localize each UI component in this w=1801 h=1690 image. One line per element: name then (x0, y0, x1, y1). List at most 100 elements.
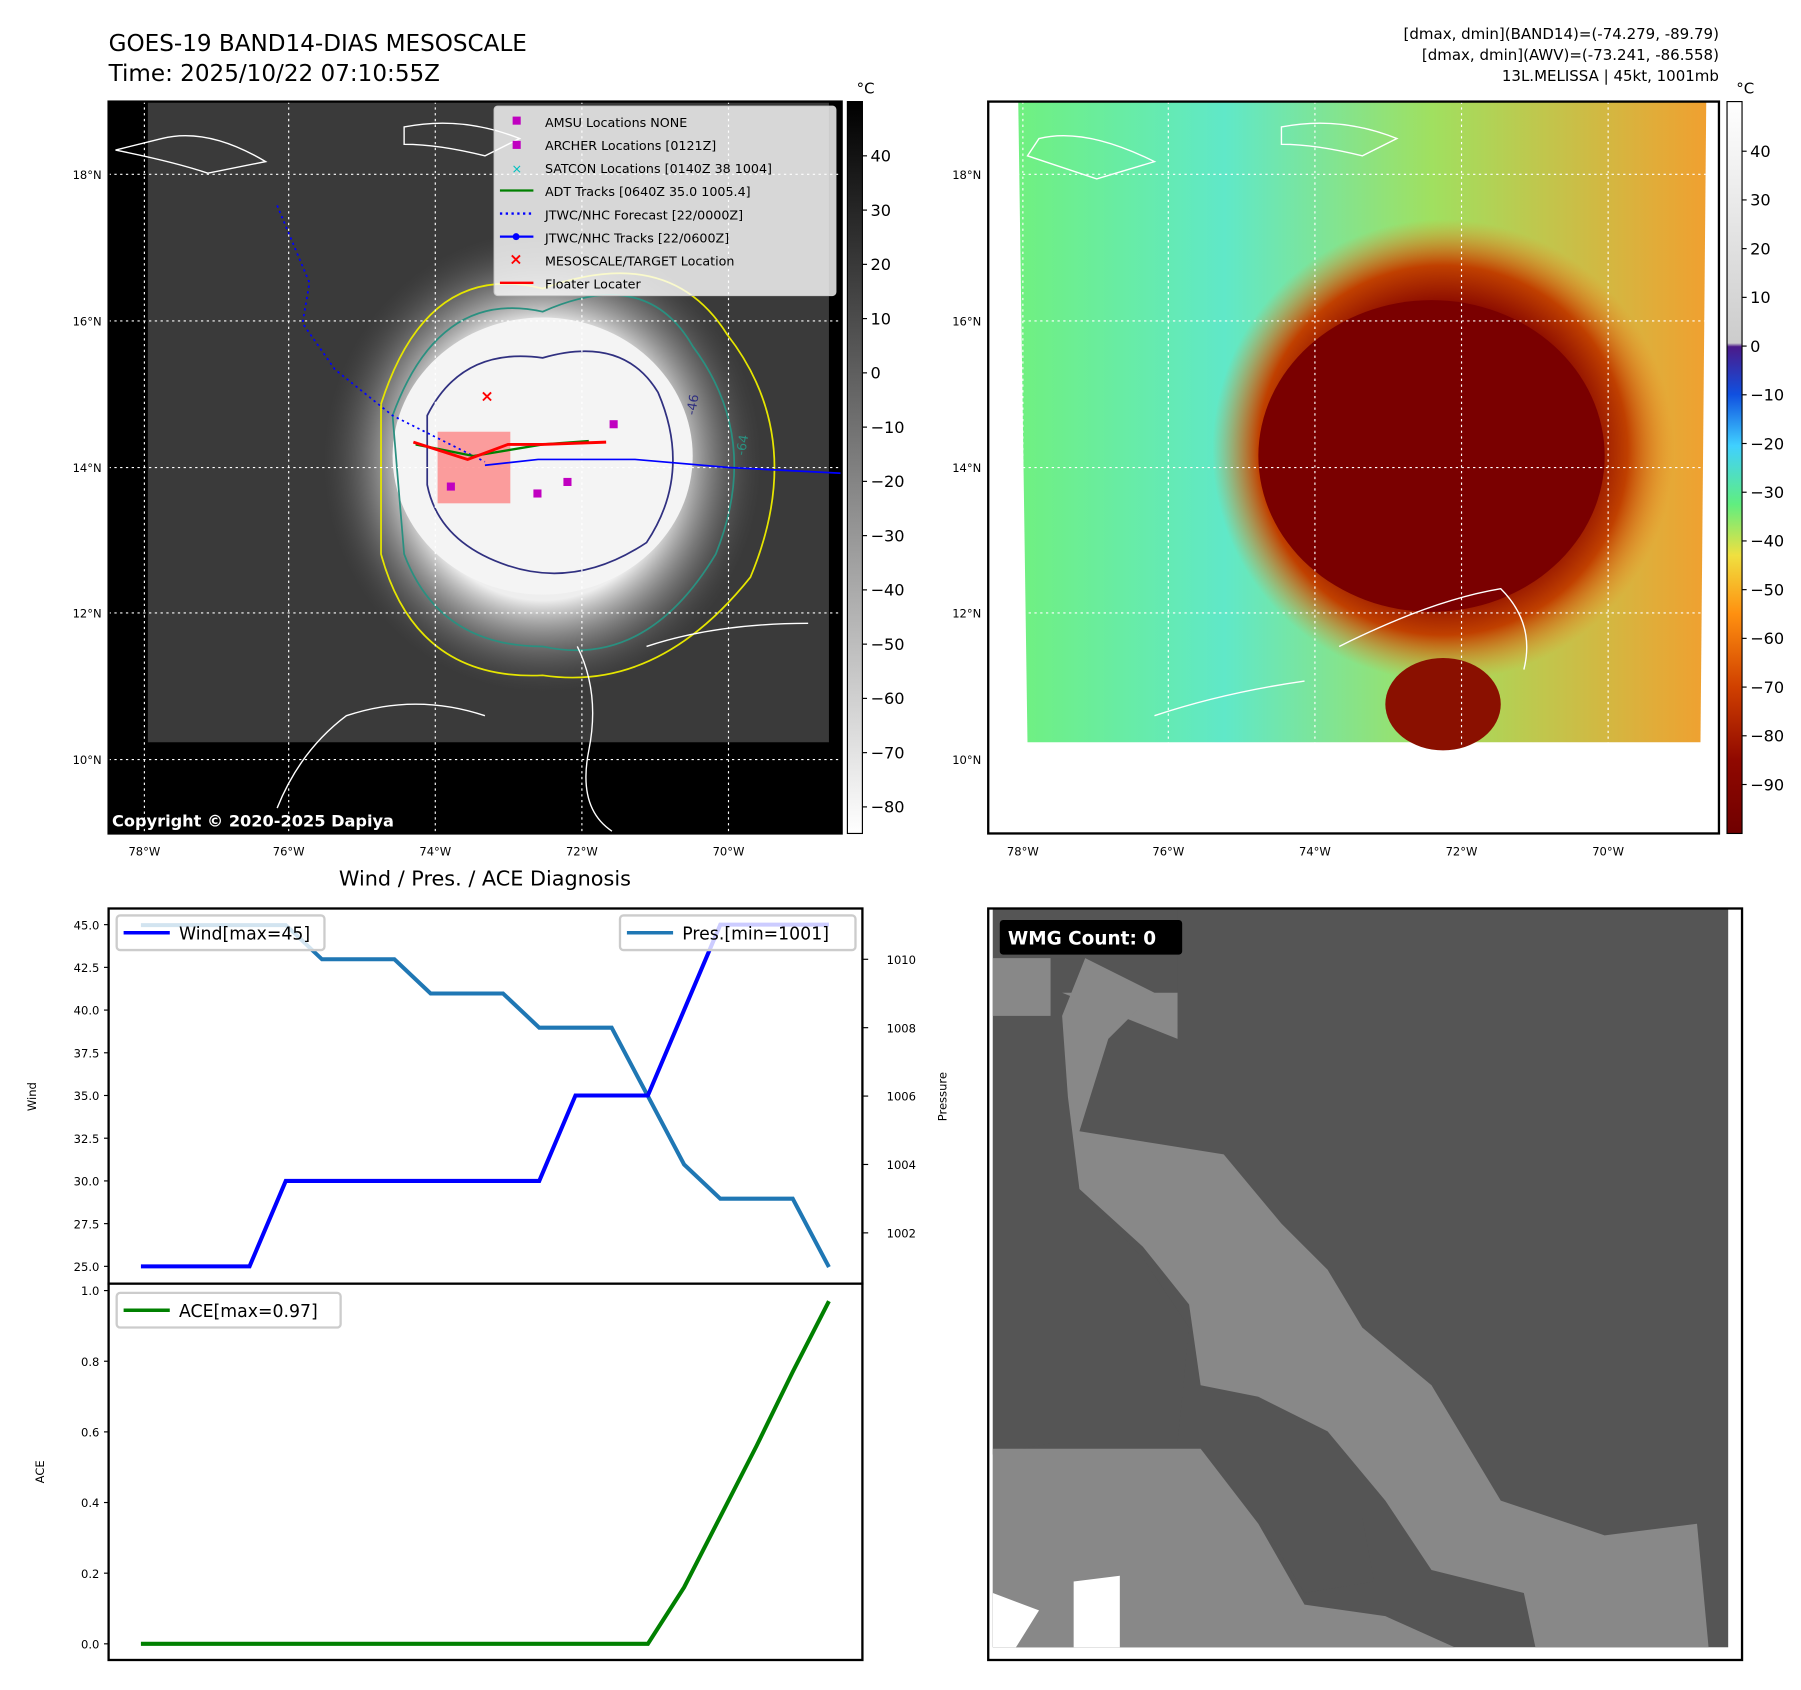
contour-label: -64 (733, 433, 751, 456)
colorbar-tick-label: 10 (870, 309, 891, 328)
ace-tick-label: 0.0 (81, 1637, 99, 1651)
legend-adt: ADT Tracks [0640Z 35.0 1005.4] (545, 184, 751, 199)
wind-tick-label: 25.0 (74, 1260, 100, 1274)
colorbar-tick-label: −60 (870, 689, 904, 708)
wmg-count-label: WMG Count: 0 (1008, 928, 1156, 949)
jtwc-forecast-track (276, 205, 486, 463)
awv-map[interactable] (987, 100, 1721, 835)
jtwc-track (484, 458, 842, 475)
lat-tick-label: 16°N (952, 315, 981, 329)
ace-tick-label: 1.0 (81, 1284, 99, 1298)
wmg-panel[interactable]: WMG Count: 0 (987, 907, 1744, 1662)
wind-tick-label: 27.5 (74, 1217, 100, 1231)
lon-tick-label: 78°W (128, 844, 160, 858)
colorbar-tick-label: 30 (870, 201, 891, 220)
legend-amsu: AMSU Locations NONE (545, 115, 687, 130)
colorbar-tick-label: −50 (1750, 580, 1784, 599)
ace-legend: ACE[max=0.97] (115, 1291, 342, 1329)
wind-legend-label: Wind[max=45] (179, 925, 310, 945)
pressure-tick-label: 1006 (887, 1090, 916, 1104)
colorbar-tick-label: −10 (1750, 386, 1784, 405)
colorbar-tick-label: 10 (1750, 288, 1771, 307)
stats-band14: [dmax, dmin](BAND14)=(-74.279, -89.79) (1404, 25, 1719, 43)
wind-legend: Wind[max=45] (115, 914, 326, 952)
wind-tick-label: 35.0 (74, 1089, 100, 1103)
colorbar-tick-label: −60 (1750, 629, 1784, 648)
pressure-tick-label: 1008 (887, 1021, 916, 1035)
ace-ylabel: ACE (33, 1460, 47, 1483)
lat-tick-label: 14°N (73, 461, 102, 475)
lon-tick-label: 70°W (1592, 844, 1624, 858)
lat-tick-label: 16°N (73, 315, 102, 329)
colorbar-tick-label: −10 (870, 418, 904, 437)
lon-tick-label: 76°W (1152, 844, 1184, 858)
lat-tick-label: 18°N (952, 168, 981, 182)
lon-tick-label: 72°W (1446, 844, 1478, 858)
pressure-tick-label: 1010 (887, 953, 916, 967)
wind-tick-label: 42.5 (74, 961, 100, 975)
colorbar-right (1726, 101, 1743, 835)
storm-info: 13L.MELISSA | 45kt, 1001mb (1502, 67, 1719, 85)
lat-tick-label: 12°N (952, 607, 981, 621)
colorbar-tick-label: 20 (870, 255, 891, 274)
right-map-ticks: 78°W 76°W 74°W 72°W 70°W 18°N 16°N 14°N 12°N 10°N (952, 168, 1624, 858)
diagnosis-title: Wind / Pres. / ACE Diagnosis (339, 866, 631, 890)
ace-tick-label: 0.2 (81, 1567, 99, 1581)
colorbar-right-unit: °C (1736, 80, 1754, 98)
archer-marker (446, 482, 455, 491)
colorbar-tick-label: −20 (1750, 434, 1784, 453)
legend-satcon: SATCON Locations [0140Z 38 1004] (545, 161, 772, 176)
lat-tick-label: 10°N (952, 753, 981, 767)
colorbar-tick-label: −40 (870, 581, 904, 600)
map-legend: × × AMSU Locations NONE ARCHER Locations… (493, 105, 837, 297)
wind-ylabel: Wind (25, 1082, 39, 1111)
wind-tick-label: 30.0 (74, 1175, 100, 1189)
wind-tick-label: 32.5 (74, 1132, 100, 1146)
pressure-ylabel: Pressure (936, 1072, 950, 1121)
archer-marker (609, 420, 618, 429)
ace-tick-label: 0.4 (81, 1496, 99, 1510)
floater-box (437, 431, 511, 504)
ace-line (140, 1300, 831, 1646)
pressure-legend: Pres.[min=1001] (618, 914, 857, 952)
ace-tick-label: 0.8 (81, 1355, 99, 1369)
lon-tick-label: 76°W (273, 844, 305, 858)
ace-tick-label: 0.6 (81, 1426, 99, 1440)
colorbar-tick-label: 40 (1750, 142, 1771, 161)
left-map-ticks: 78°W 76°W 74°W 72°W 70°W 18°N 16°N 14°N 12°N 10°N (73, 168, 745, 858)
lon-tick-label: 70°W (713, 844, 745, 858)
colorbar-left-unit: °C (857, 80, 875, 98)
pressure-tick-label: 1002 (887, 1226, 916, 1240)
legend-target: MESOSCALE/TARGET Location (545, 254, 735, 269)
pressure-tick-label: 1004 (887, 1158, 916, 1172)
wind-tick-label: 37.5 (74, 1046, 100, 1060)
target-marker: × (480, 387, 494, 406)
lat-tick-label: 18°N (73, 168, 102, 182)
copyright: Copyright © 2020-2025 Dapiya (112, 812, 394, 831)
colorbar-tick-label: −90 (1750, 775, 1784, 794)
colorbar-tick-label: 40 (870, 147, 891, 166)
legend-floater: Floater Locater (545, 277, 642, 292)
floater-track (412, 440, 607, 461)
wmg-count-badge (999, 920, 1183, 955)
ir-map[interactable]: × -64 -46 × × AMSU Locations NONE ARCHER… (107, 100, 843, 835)
archer-marker (533, 489, 542, 498)
wind-tick-label: 45.0 (74, 918, 100, 932)
lat-tick-label: 10°N (73, 753, 102, 767)
colorbar-tick-label: −70 (1750, 678, 1784, 697)
legend-tracks: JTWC/NHC Tracks [22/0600Z] (544, 230, 729, 245)
colorbar-tick-label: −80 (1750, 727, 1784, 746)
lon-tick-label: 78°W (1007, 844, 1039, 858)
figure-title: GOES-19 BAND14-DIAS MESOSCALE (109, 31, 527, 57)
figure-time: Time: 2025/10/22 07:10:55Z (108, 61, 440, 87)
wind-tick-label: 40.0 (74, 1004, 100, 1018)
colorbar-tick-label: −30 (1750, 483, 1784, 502)
colorbar-tick-label: −50 (870, 635, 904, 654)
lat-tick-label: 12°N (73, 607, 102, 621)
stats-awv: [dmax, dmin](AWV)=(-73.241, -86.558) (1422, 46, 1719, 64)
ace-legend-label: ACE[max=0.97] (179, 1302, 318, 1322)
colorbar-left (846, 101, 863, 835)
svg-text:×: × (511, 161, 522, 176)
colorbar-tick-label: −40 (1750, 532, 1784, 551)
